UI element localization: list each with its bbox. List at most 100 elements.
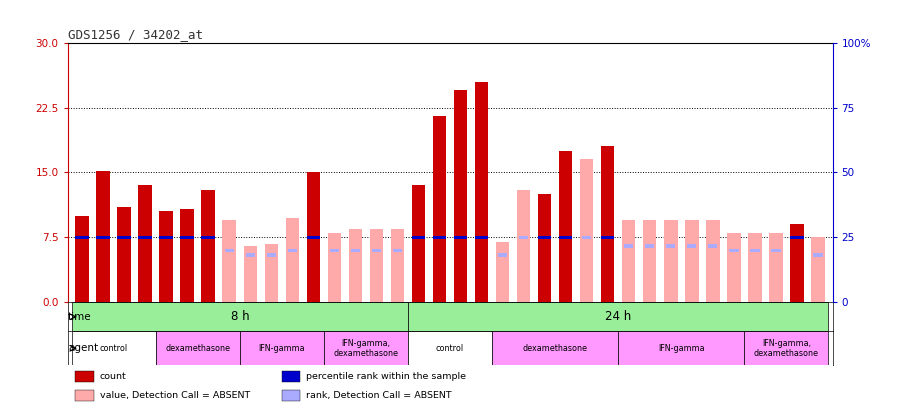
Bar — [537, 194, 552, 303]
Bar — [729, 249, 739, 252]
Bar — [790, 236, 804, 239]
Bar — [324, 331, 408, 365]
Text: control: control — [436, 344, 464, 353]
Bar — [392, 249, 402, 252]
Text: agent: agent — [68, 343, 98, 353]
Text: control: control — [100, 344, 128, 353]
Bar — [454, 90, 467, 303]
Bar — [266, 253, 276, 256]
Bar — [474, 81, 489, 303]
Bar — [559, 236, 572, 239]
Bar — [769, 233, 783, 303]
Bar — [159, 211, 173, 303]
Bar — [517, 190, 530, 303]
Text: count: count — [100, 372, 126, 381]
Bar — [348, 229, 363, 303]
Text: IFN-gamma: IFN-gamma — [658, 344, 705, 353]
Text: rank, Detection Call = ABSENT: rank, Detection Call = ABSENT — [306, 391, 452, 400]
Bar — [474, 236, 489, 239]
Bar — [372, 249, 382, 252]
Bar — [159, 236, 173, 239]
Bar — [433, 116, 446, 303]
Bar — [76, 390, 94, 401]
Bar — [645, 244, 654, 248]
Bar — [433, 236, 446, 239]
Bar — [685, 220, 698, 303]
Bar — [265, 243, 278, 303]
Text: 8 h: 8 h — [230, 310, 249, 323]
Bar — [411, 185, 426, 303]
Bar — [601, 236, 615, 239]
Bar — [139, 185, 152, 303]
Bar — [687, 244, 697, 248]
Bar — [408, 331, 492, 365]
Bar — [285, 217, 299, 303]
Bar — [76, 236, 89, 239]
Bar — [811, 237, 824, 303]
Bar — [518, 236, 528, 239]
Bar — [559, 151, 572, 303]
Bar — [72, 303, 408, 331]
Text: value, Detection Call = ABSENT: value, Detection Call = ABSENT — [100, 391, 250, 400]
Text: IFN-gamma,
dexamethasone: IFN-gamma, dexamethasone — [754, 339, 819, 358]
Bar — [244, 246, 257, 303]
Bar — [622, 220, 635, 303]
Bar — [72, 331, 156, 365]
Bar — [813, 253, 823, 256]
Text: dexamethasone: dexamethasone — [166, 344, 230, 353]
Bar — [282, 390, 300, 401]
Bar — [139, 236, 152, 239]
Bar — [156, 331, 239, 365]
Bar — [580, 160, 593, 303]
Bar — [76, 371, 94, 382]
Bar — [618, 331, 744, 365]
Text: percentile rank within the sample: percentile rank within the sample — [306, 372, 466, 381]
Bar — [748, 233, 761, 303]
Bar — [391, 229, 404, 303]
Text: dexamethasone: dexamethasone — [523, 344, 588, 353]
Bar — [282, 371, 300, 382]
Bar — [224, 249, 234, 252]
Bar — [498, 253, 508, 256]
Bar — [790, 224, 804, 303]
Bar — [202, 190, 215, 303]
Bar — [537, 236, 552, 239]
Bar — [664, 220, 678, 303]
Bar — [492, 331, 618, 365]
Bar — [708, 244, 717, 248]
Bar — [370, 229, 383, 303]
Text: IFN-gamma: IFN-gamma — [258, 344, 305, 353]
Bar — [117, 236, 131, 239]
Bar — [706, 220, 719, 303]
Bar — [581, 236, 591, 239]
Text: 24 h: 24 h — [605, 310, 631, 323]
Bar — [601, 147, 615, 303]
Bar — [351, 249, 360, 252]
Bar — [117, 207, 131, 303]
Bar — [288, 249, 297, 252]
Bar — [666, 244, 676, 248]
Bar — [222, 220, 236, 303]
Bar — [329, 249, 339, 252]
Bar — [408, 303, 828, 331]
Bar — [307, 236, 320, 239]
Text: GDS1256 / 34202_at: GDS1256 / 34202_at — [68, 28, 203, 41]
Bar — [96, 236, 110, 239]
Bar — [454, 236, 467, 239]
Bar — [181, 209, 194, 303]
Bar — [96, 171, 110, 303]
Bar — [328, 233, 341, 303]
Bar — [643, 220, 656, 303]
Text: time: time — [68, 312, 92, 322]
Bar — [181, 236, 194, 239]
Bar — [496, 242, 509, 303]
Text: IFN-gamma,
dexamethasone: IFN-gamma, dexamethasone — [333, 339, 399, 358]
Bar — [202, 236, 215, 239]
Bar — [624, 244, 634, 248]
Bar — [411, 236, 426, 239]
Bar — [239, 331, 324, 365]
Bar — [727, 233, 741, 303]
Bar — [750, 249, 760, 252]
Bar — [744, 331, 828, 365]
Bar — [76, 216, 89, 303]
